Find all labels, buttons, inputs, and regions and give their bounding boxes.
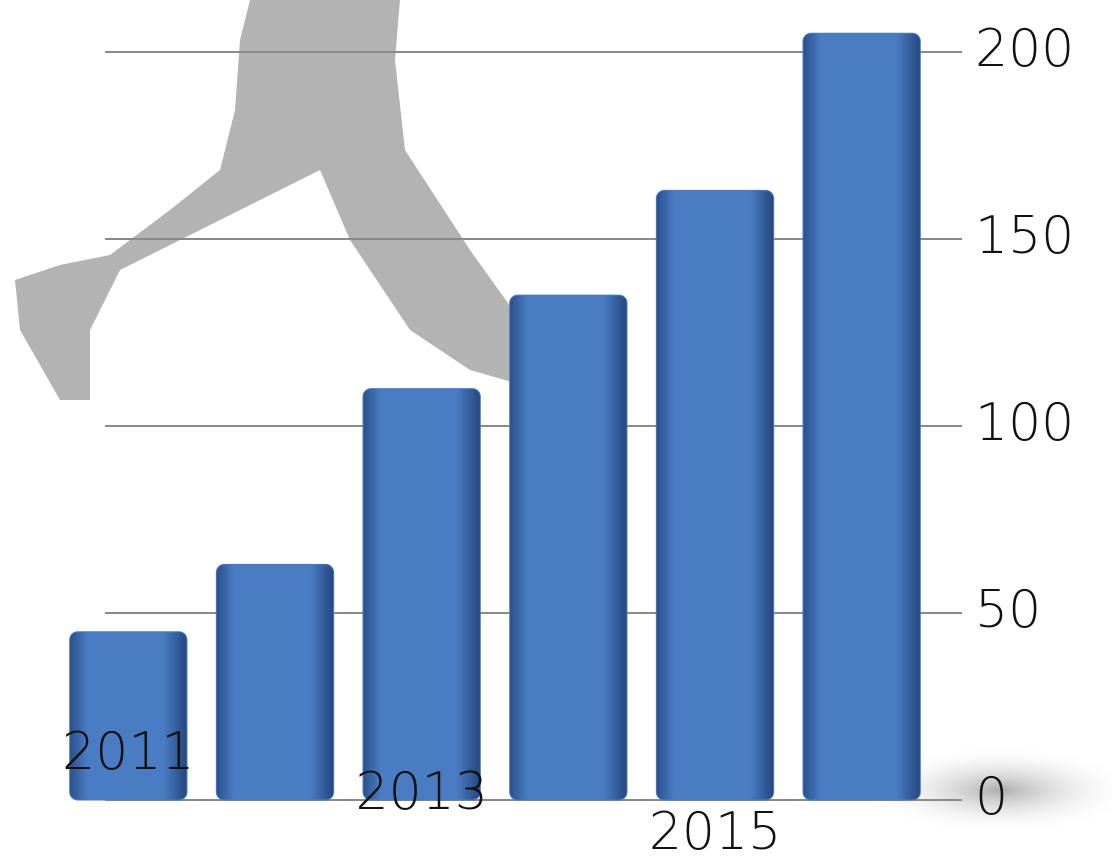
bar [362,388,481,801]
x-tick-label: 2013 [355,762,487,822]
y-tick-label: 0 [975,767,1008,827]
y-tick-label: 100 [975,393,1074,453]
bar [215,563,335,801]
bar [69,631,188,801]
y-tick-label: 150 [975,206,1074,266]
labels: 0 50 100 150 200 2011 2013 2015 [62,19,1074,859]
x-tick-label: 2011 [62,722,194,782]
bar [655,189,775,801]
bar [802,32,921,801]
runner-silhouette [15,0,590,400]
x-tick-label: 2015 [649,802,781,859]
bar [509,294,628,801]
floor-shadow [860,745,1112,835]
bars [69,32,921,801]
y-tick-label: 50 [975,580,1041,640]
y-tick-label: 200 [975,19,1074,79]
